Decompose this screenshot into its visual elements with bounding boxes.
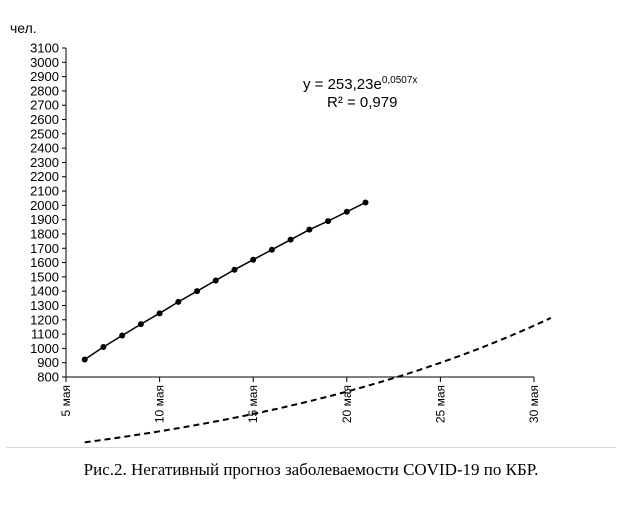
x-tick-label: 5 мая — [59, 385, 73, 416]
y-tick-label: 1000 — [30, 341, 59, 356]
data-point — [212, 277, 219, 284]
y-tick-label: 1900 — [30, 212, 59, 227]
y-tick-label: 1300 — [30, 298, 59, 313]
divider — [6, 447, 616, 448]
x-tick-label: 20 мая — [340, 385, 354, 423]
y-tick-label: 2300 — [30, 155, 59, 170]
y-tick-label: 2600 — [30, 112, 59, 127]
y-tick-label: 1200 — [30, 312, 59, 327]
data-point — [250, 256, 257, 263]
x-tick-label: 30 мая — [527, 385, 541, 423]
data-point — [362, 199, 369, 206]
y-tick-label: 2000 — [30, 198, 59, 213]
y-unit-label: чел. — [10, 20, 37, 36]
y-tick-label: 1600 — [30, 255, 59, 270]
data-point — [156, 310, 163, 317]
data-point — [268, 246, 275, 253]
data-point — [175, 298, 182, 305]
actual-line — [84, 201, 366, 361]
y-tick-label: 1700 — [30, 241, 59, 256]
data-point — [81, 356, 88, 363]
trendline — [84, 317, 552, 444]
data-point — [137, 321, 144, 328]
x-tick-label: 15 мая — [246, 385, 260, 423]
data-point — [100, 343, 107, 350]
x-tick-label: 25 мая — [433, 385, 447, 423]
figure-caption: Рис.2. Негативный прогноз заболеваемости… — [83, 460, 539, 479]
data-point — [306, 226, 313, 233]
x-axis: 5 мая 10 мая 15 мая 20 мая 25 мая 30 мая — [59, 376, 541, 423]
chart: чел. 80090010001100120013001400150016001… — [10, 20, 552, 444]
y-tick-label: 2500 — [30, 126, 59, 141]
data-point — [119, 332, 126, 339]
trend-equation: y = 253,23e0,0507x — [303, 75, 417, 93]
y-tick-label: 2100 — [30, 184, 59, 199]
y-tick-label: 2900 — [30, 69, 59, 84]
y-tick-label: 1500 — [30, 269, 59, 284]
y-tick-label: 2200 — [30, 169, 59, 184]
y-tick-label: 800 — [37, 370, 59, 385]
y-tick-label: 1100 — [31, 327, 59, 342]
y-tick-label: 2800 — [30, 83, 59, 98]
y-tick-label: 1800 — [30, 226, 59, 241]
y-tick-label: 900 — [37, 355, 59, 370]
y-tick-label: 3000 — [30, 55, 59, 70]
data-point — [194, 288, 201, 295]
y-tick-label: 2400 — [30, 141, 59, 156]
x-tick-label: 10 мая — [153, 385, 167, 423]
data-point — [287, 236, 294, 243]
data-point — [231, 266, 238, 273]
y-tick-label: 1400 — [30, 284, 59, 299]
data-point — [343, 208, 350, 215]
r-squared-label: R² = 0,979 — [327, 94, 397, 111]
y-tick-label: 3100 — [30, 41, 59, 56]
data-point — [325, 218, 332, 225]
trendline-series — [84, 317, 552, 444]
y-tick-label: 2700 — [30, 98, 59, 113]
actual-series — [81, 199, 369, 363]
y-axis: 8009001000110012001300140015001600170018… — [30, 41, 67, 385]
